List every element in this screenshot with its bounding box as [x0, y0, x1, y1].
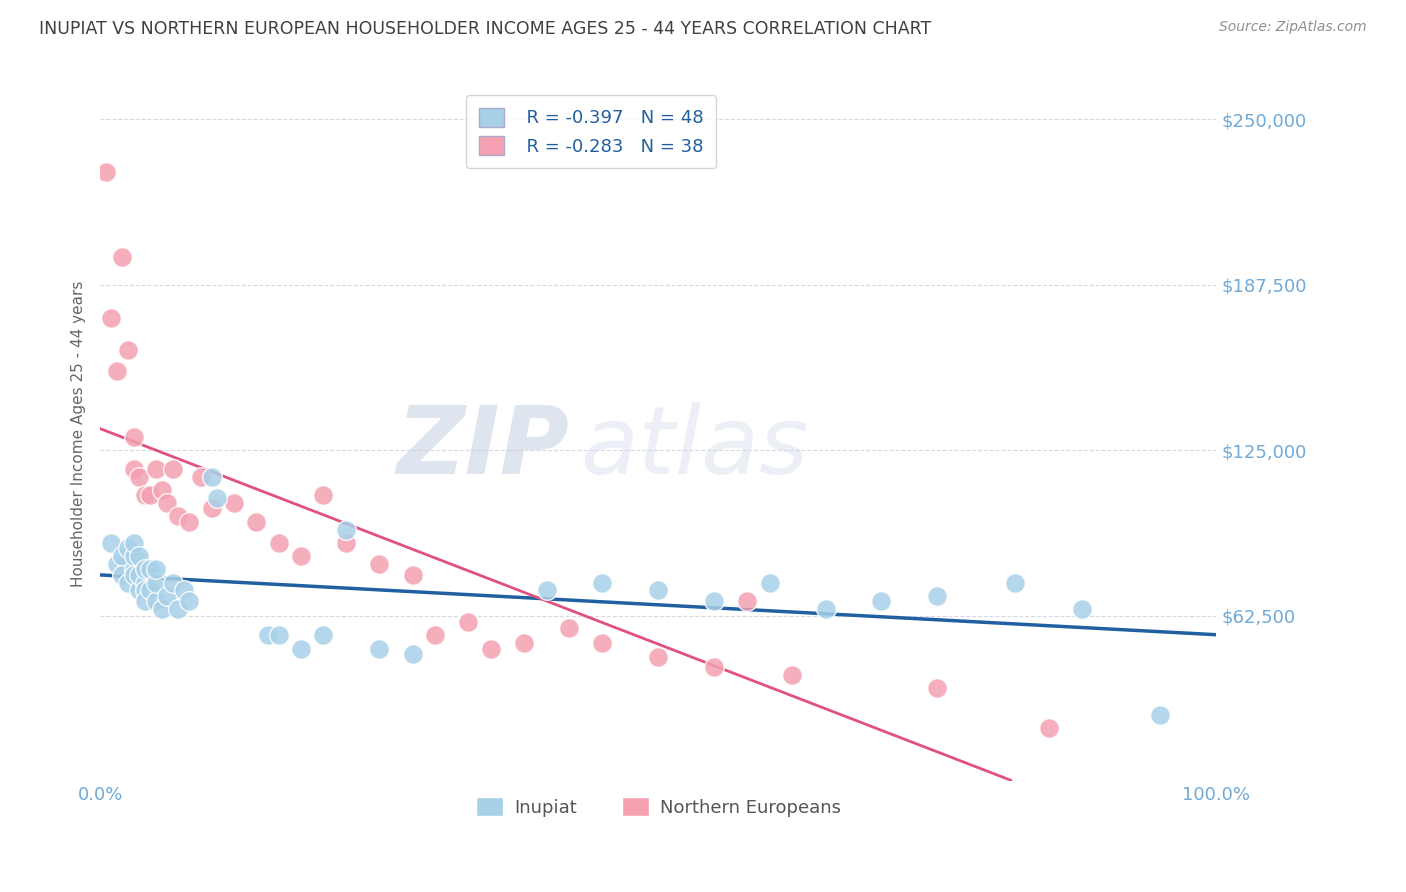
Point: [179, 515, 201, 529]
Point: [122, 461, 145, 475]
Point: [1004, 575, 1026, 590]
Point: [100, 310, 122, 325]
Point: [128, 549, 150, 563]
Point: [513, 636, 536, 650]
Point: [94, 165, 117, 179]
Point: [647, 649, 669, 664]
Point: [290, 641, 312, 656]
Point: [111, 549, 134, 563]
Point: [105, 364, 128, 378]
Point: [245, 515, 267, 529]
Point: [105, 557, 128, 571]
Point: [117, 575, 139, 590]
Point: [117, 541, 139, 555]
Point: [122, 562, 145, 576]
Point: [1038, 721, 1060, 735]
Point: [591, 575, 613, 590]
Point: [134, 583, 156, 598]
Point: [201, 469, 224, 483]
Text: atlas: atlas: [581, 402, 808, 493]
Text: ZIP: ZIP: [396, 401, 569, 493]
Point: [145, 594, 167, 608]
Point: [479, 641, 502, 656]
Point: [1149, 707, 1171, 722]
Point: [145, 575, 167, 590]
Point: [201, 501, 224, 516]
Point: [145, 562, 167, 576]
Point: [134, 575, 156, 590]
Point: [401, 567, 423, 582]
Point: [167, 509, 190, 524]
Point: [122, 549, 145, 563]
Point: [173, 583, 195, 598]
Point: [190, 469, 212, 483]
Point: [128, 567, 150, 582]
Text: Source: ZipAtlas.com: Source: ZipAtlas.com: [1219, 20, 1367, 34]
Point: [134, 562, 156, 576]
Point: [457, 615, 479, 630]
Point: [117, 343, 139, 357]
Point: [134, 594, 156, 608]
Point: [128, 469, 150, 483]
Point: [139, 488, 162, 502]
Point: [703, 660, 725, 674]
Point: [536, 583, 558, 598]
Point: [737, 594, 759, 608]
Point: [423, 628, 446, 642]
Point: [139, 562, 162, 576]
Point: [156, 589, 179, 603]
Point: [290, 549, 312, 563]
Point: [927, 589, 949, 603]
Y-axis label: Householder Income Ages 25 - 44 years: Householder Income Ages 25 - 44 years: [72, 280, 86, 587]
Point: [335, 523, 357, 537]
Legend: Inupiat, Northern Europeans: Inupiat, Northern Europeans: [468, 790, 848, 824]
Point: [122, 430, 145, 444]
Point: [139, 583, 162, 598]
Point: [870, 594, 893, 608]
Text: INUPIAT VS NORTHERN EUROPEAN HOUSEHOLDER INCOME AGES 25 - 44 YEARS CORRELATION C: INUPIAT VS NORTHERN EUROPEAN HOUSEHOLDER…: [39, 20, 932, 37]
Point: [401, 647, 423, 661]
Point: [814, 602, 837, 616]
Point: [312, 628, 335, 642]
Point: [312, 488, 335, 502]
Point: [179, 594, 201, 608]
Point: [335, 536, 357, 550]
Point: [162, 575, 184, 590]
Point: [368, 641, 391, 656]
Point: [703, 594, 725, 608]
Point: [162, 461, 184, 475]
Point: [927, 681, 949, 696]
Point: [207, 491, 229, 505]
Point: [111, 250, 134, 264]
Point: [591, 636, 613, 650]
Point: [267, 628, 290, 642]
Point: [647, 583, 669, 598]
Point: [222, 496, 245, 510]
Point: [167, 602, 190, 616]
Point: [122, 536, 145, 550]
Point: [128, 583, 150, 598]
Point: [111, 567, 134, 582]
Point: [150, 602, 173, 616]
Point: [267, 536, 290, 550]
Point: [150, 483, 173, 497]
Point: [134, 488, 156, 502]
Point: [145, 461, 167, 475]
Point: [1071, 602, 1094, 616]
Point: [368, 557, 391, 571]
Point: [558, 620, 581, 634]
Point: [100, 536, 122, 550]
Point: [759, 575, 782, 590]
Point: [256, 628, 278, 642]
Point: [156, 496, 179, 510]
Point: [122, 567, 145, 582]
Point: [780, 668, 803, 682]
